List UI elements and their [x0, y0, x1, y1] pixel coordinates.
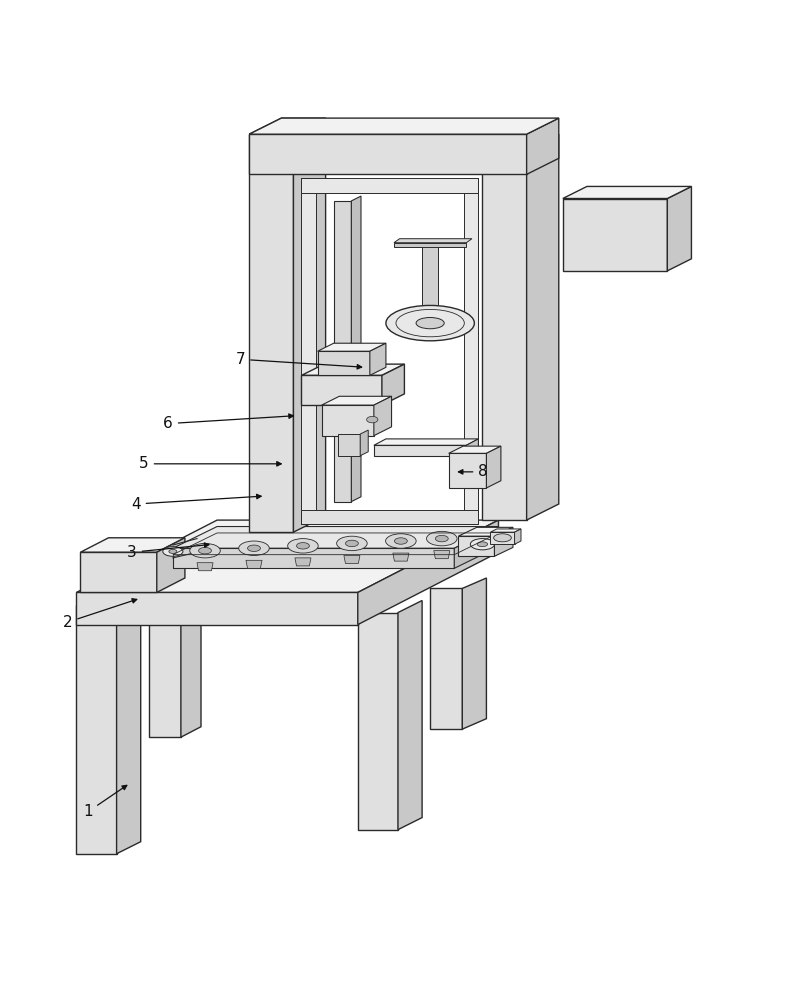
Text: 5: 5	[139, 456, 281, 471]
Polygon shape	[351, 196, 361, 502]
Text: 2: 2	[63, 599, 137, 630]
Polygon shape	[562, 199, 666, 271]
Polygon shape	[454, 527, 498, 568]
Polygon shape	[381, 364, 404, 405]
Polygon shape	[337, 434, 360, 456]
Polygon shape	[317, 343, 385, 351]
Polygon shape	[173, 548, 454, 568]
Ellipse shape	[366, 416, 377, 423]
Ellipse shape	[296, 543, 309, 549]
Polygon shape	[301, 178, 478, 193]
Polygon shape	[246, 560, 262, 568]
Ellipse shape	[470, 539, 494, 550]
Ellipse shape	[385, 305, 474, 341]
Polygon shape	[373, 445, 466, 456]
Polygon shape	[301, 364, 404, 375]
Polygon shape	[448, 453, 486, 488]
Polygon shape	[80, 552, 157, 592]
Polygon shape	[116, 592, 141, 854]
Text: 6: 6	[163, 414, 293, 431]
Polygon shape	[458, 536, 494, 556]
Ellipse shape	[247, 545, 260, 551]
Text: 1: 1	[83, 785, 127, 819]
Polygon shape	[293, 118, 325, 532]
Polygon shape	[666, 186, 691, 271]
Polygon shape	[360, 430, 368, 456]
Polygon shape	[149, 588, 181, 737]
Ellipse shape	[336, 536, 367, 551]
Ellipse shape	[435, 535, 448, 542]
Polygon shape	[249, 118, 325, 134]
Ellipse shape	[416, 317, 444, 329]
Polygon shape	[295, 558, 311, 566]
Polygon shape	[514, 529, 520, 544]
Polygon shape	[448, 446, 500, 453]
Polygon shape	[422, 243, 438, 323]
Ellipse shape	[162, 547, 183, 556]
Ellipse shape	[238, 541, 269, 555]
Text: 3: 3	[127, 543, 209, 560]
Polygon shape	[76, 592, 357, 625]
Polygon shape	[80, 538, 185, 552]
Polygon shape	[526, 118, 558, 174]
Polygon shape	[490, 532, 514, 544]
Polygon shape	[562, 186, 691, 199]
Ellipse shape	[385, 534, 416, 548]
Polygon shape	[482, 150, 526, 520]
Polygon shape	[430, 588, 462, 729]
Polygon shape	[393, 239, 471, 243]
Polygon shape	[393, 553, 409, 561]
Polygon shape	[157, 538, 185, 592]
Polygon shape	[321, 396, 391, 405]
Polygon shape	[301, 510, 478, 524]
Polygon shape	[181, 578, 201, 737]
Polygon shape	[494, 527, 512, 556]
Text: 4: 4	[131, 494, 261, 512]
Polygon shape	[301, 178, 316, 524]
Polygon shape	[357, 613, 397, 830]
Polygon shape	[393, 243, 466, 247]
Polygon shape	[486, 446, 500, 488]
Polygon shape	[317, 351, 369, 375]
Ellipse shape	[169, 549, 177, 553]
Polygon shape	[373, 439, 478, 445]
Polygon shape	[173, 527, 498, 548]
Polygon shape	[463, 178, 478, 524]
Text: 8: 8	[458, 464, 487, 479]
Ellipse shape	[477, 542, 487, 547]
Polygon shape	[466, 439, 478, 456]
Ellipse shape	[287, 539, 318, 553]
Polygon shape	[373, 396, 391, 436]
Polygon shape	[458, 527, 512, 536]
Polygon shape	[249, 134, 526, 174]
Polygon shape	[357, 520, 498, 625]
Polygon shape	[434, 551, 450, 559]
Polygon shape	[462, 578, 486, 729]
Ellipse shape	[345, 540, 358, 547]
Polygon shape	[369, 343, 385, 375]
Ellipse shape	[190, 543, 220, 558]
Ellipse shape	[394, 538, 407, 544]
Polygon shape	[321, 405, 373, 436]
Polygon shape	[490, 529, 520, 532]
Ellipse shape	[198, 547, 211, 554]
Polygon shape	[76, 605, 116, 854]
Polygon shape	[249, 134, 293, 532]
Polygon shape	[301, 375, 381, 405]
Ellipse shape	[426, 531, 456, 546]
Polygon shape	[249, 118, 558, 134]
Polygon shape	[76, 520, 498, 592]
Ellipse shape	[493, 534, 511, 542]
Text: 7: 7	[235, 352, 361, 369]
Polygon shape	[397, 600, 422, 830]
Polygon shape	[482, 134, 558, 150]
Polygon shape	[333, 201, 351, 502]
Polygon shape	[526, 134, 558, 520]
Polygon shape	[344, 555, 360, 564]
Polygon shape	[197, 563, 213, 571]
